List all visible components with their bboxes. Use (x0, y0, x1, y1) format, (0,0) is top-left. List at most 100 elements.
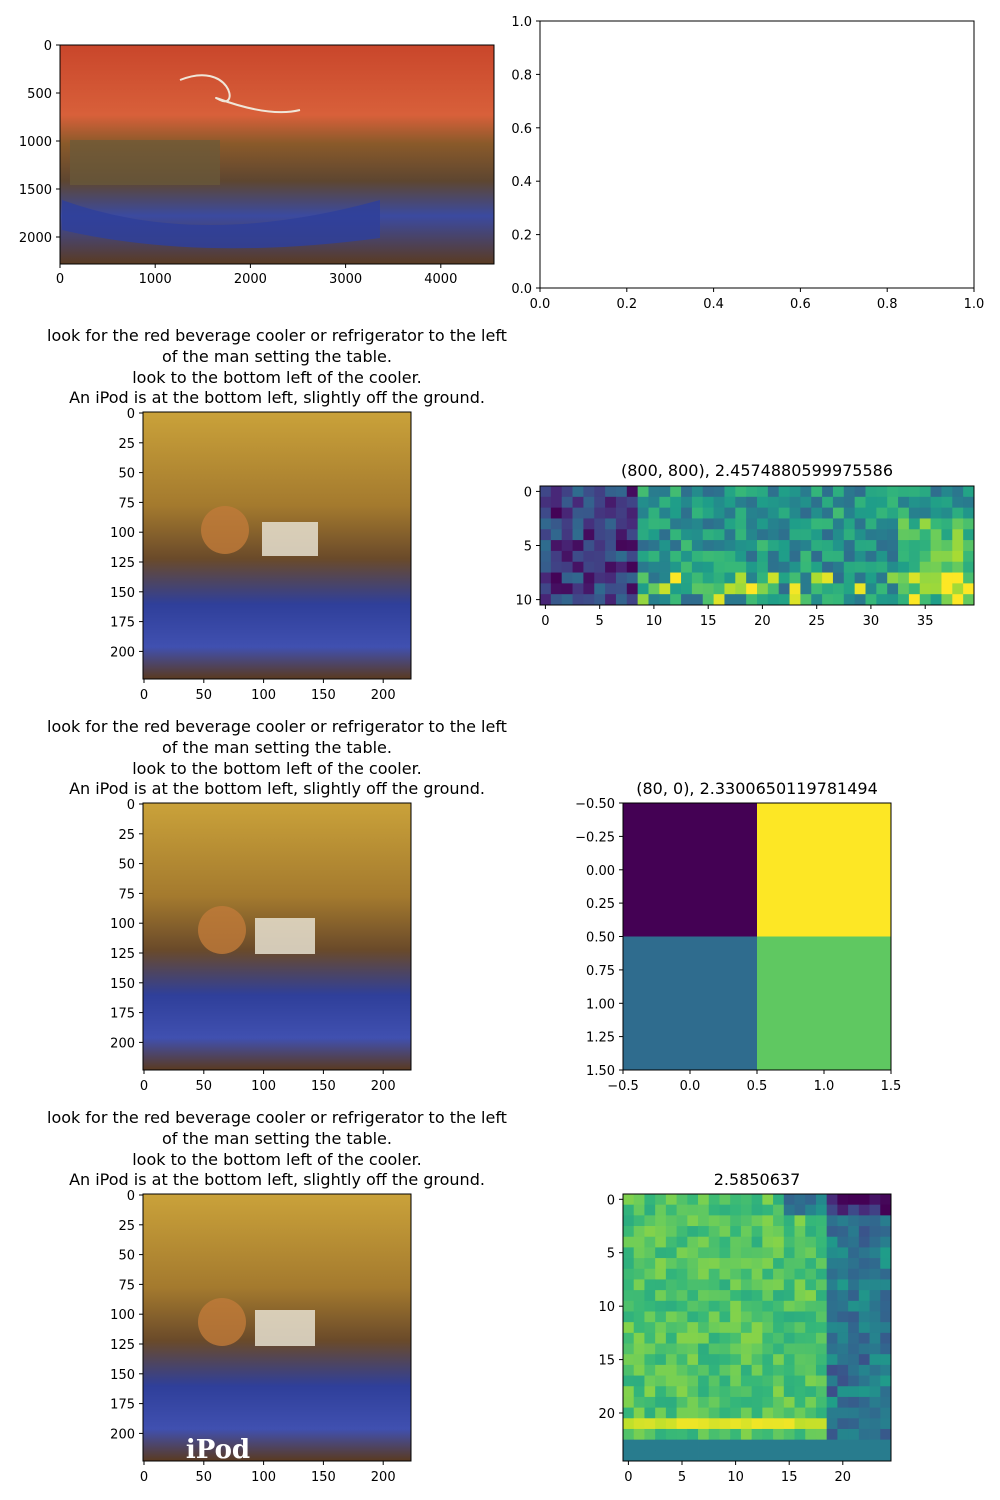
heatmap-cell (908, 572, 921, 584)
tick-label: 200 (110, 1036, 135, 1051)
heatmap-cell (880, 1268, 892, 1280)
heatmap-cell (746, 496, 758, 509)
heatmap-cell (655, 1428, 667, 1441)
heatmap-cell (740, 1290, 753, 1302)
heatmap-cell (908, 583, 921, 595)
heatmap-cell (952, 594, 964, 606)
heatmap-cell (858, 1268, 870, 1280)
heatmap-cell (644, 1343, 656, 1355)
heatmap-cell (843, 496, 856, 509)
heatmap-cell (930, 561, 942, 573)
heatmap-cell (848, 1364, 860, 1376)
tick-label: 0 (140, 1079, 148, 1094)
heatmap-cell (615, 561, 628, 573)
heatmap-cell (751, 1332, 763, 1344)
heatmap-cell (665, 1311, 677, 1323)
empty-axes-x-ticks: 0.0 0.2 0.4 0.6 0.8 1.0 (530, 288, 984, 312)
heatmap-cell (848, 1300, 860, 1312)
heatmap-cell (648, 550, 660, 563)
heatmap-cell (626, 561, 639, 573)
heatmap-cell (605, 583, 617, 595)
heatmap-cell (659, 529, 671, 541)
heatmap-cell (773, 1428, 785, 1441)
heatmap-cell (644, 1396, 656, 1408)
heatmap-cell (681, 594, 693, 606)
heatmap-cell (572, 529, 584, 541)
heatmap-cell (952, 486, 964, 498)
heatmap-cell (848, 1354, 860, 1366)
heatmap-cell (676, 1268, 688, 1280)
heatmap-title: (800, 800), 2.4574880599975586 (621, 461, 893, 480)
panorama-y-ticks: 0 500 1000 1500 2000 (19, 39, 60, 246)
heatmap-cell (665, 1236, 677, 1248)
heatmap-cell (826, 1418, 838, 1430)
heatmap-cell (708, 1407, 720, 1419)
heatmap-cell (865, 496, 877, 509)
heatmap-cell (615, 550, 628, 563)
heatmap-cell (735, 583, 747, 595)
heatmap-cell (708, 1215, 720, 1227)
heatmap-cell (805, 1204, 817, 1216)
heatmap-cell (655, 1279, 667, 1291)
heatmap-cells (540, 486, 975, 606)
heatmap-cell (702, 529, 714, 541)
heatmap-cell (858, 1375, 870, 1387)
heatmap-cell (767, 529, 780, 541)
heatmap-y-ticks: 0 5 10 (515, 485, 540, 609)
heatmap-cell (919, 583, 931, 595)
heatmap-cell (655, 1215, 667, 1227)
heatmap-cell (644, 1300, 656, 1312)
heatmap-cell (837, 1300, 849, 1312)
heatmap-x-ticks: 0 5 10 15 20 (624, 1461, 851, 1485)
heatmap-cell (751, 1343, 763, 1355)
heatmap-cell (594, 518, 606, 530)
heatmap-cell (843, 572, 856, 584)
heatmap-cell (633, 1418, 645, 1430)
heatmap-cell (730, 1364, 742, 1376)
tick-label: 100 (251, 1470, 276, 1485)
heatmap-cell (762, 1450, 774, 1462)
heatmap-cell (698, 1311, 710, 1323)
heatmap-cell (908, 507, 921, 519)
heatmap-cell (698, 1364, 710, 1376)
heatmap-cell (919, 518, 931, 530)
heatmap-cell (794, 1322, 806, 1334)
heatmap-cell (708, 1396, 720, 1408)
heatmap-cell (633, 1343, 645, 1355)
heatmap-cell (757, 529, 769, 541)
heatmap-cell (719, 1428, 731, 1441)
heatmap-cell (837, 1364, 849, 1376)
heatmap-cell (869, 1247, 881, 1259)
heatmap-cell (919, 540, 931, 552)
heatmap-cell (665, 1407, 677, 1419)
heatmap-cell (794, 1236, 806, 1248)
heatmap-cell (659, 550, 671, 563)
heatmap-cell (719, 1215, 731, 1227)
heatmap-cell (783, 1300, 795, 1312)
heatmap-cell (941, 496, 953, 509)
heatmap-cell (773, 1354, 785, 1366)
heatmap-cell (800, 572, 812, 584)
heatmap-cell (730, 1322, 742, 1334)
heatmap-cell (644, 1311, 656, 1323)
heatmap-cell (655, 1450, 667, 1462)
heatmap-cell (837, 1268, 849, 1280)
heatmap-cell (805, 1300, 817, 1312)
heatmap-cell (794, 1375, 806, 1387)
heatmap-cell (963, 561, 975, 573)
heatmap-cell (583, 583, 595, 595)
heatmap-cell (708, 1194, 720, 1206)
heatmap-cell (670, 496, 682, 509)
heatmap-cell (740, 1258, 753, 1270)
heatmap-cell (762, 1322, 774, 1334)
heatmap-cell (751, 1247, 763, 1259)
heatmap-cell (826, 1332, 838, 1344)
heatmap-cell (805, 1247, 817, 1259)
heatmap-cell (815, 1354, 828, 1366)
heatmap-cell (869, 1290, 881, 1302)
heatmap-cell (655, 1375, 667, 1387)
heatmap-cell (655, 1300, 667, 1312)
heatmap-cell (605, 594, 617, 606)
heatmap-y-ticks: −0.50 −0.25 0.00 0.25 0.50 0.75 1.00 1.2… (575, 797, 623, 1079)
heatmap-cell (762, 1215, 774, 1227)
